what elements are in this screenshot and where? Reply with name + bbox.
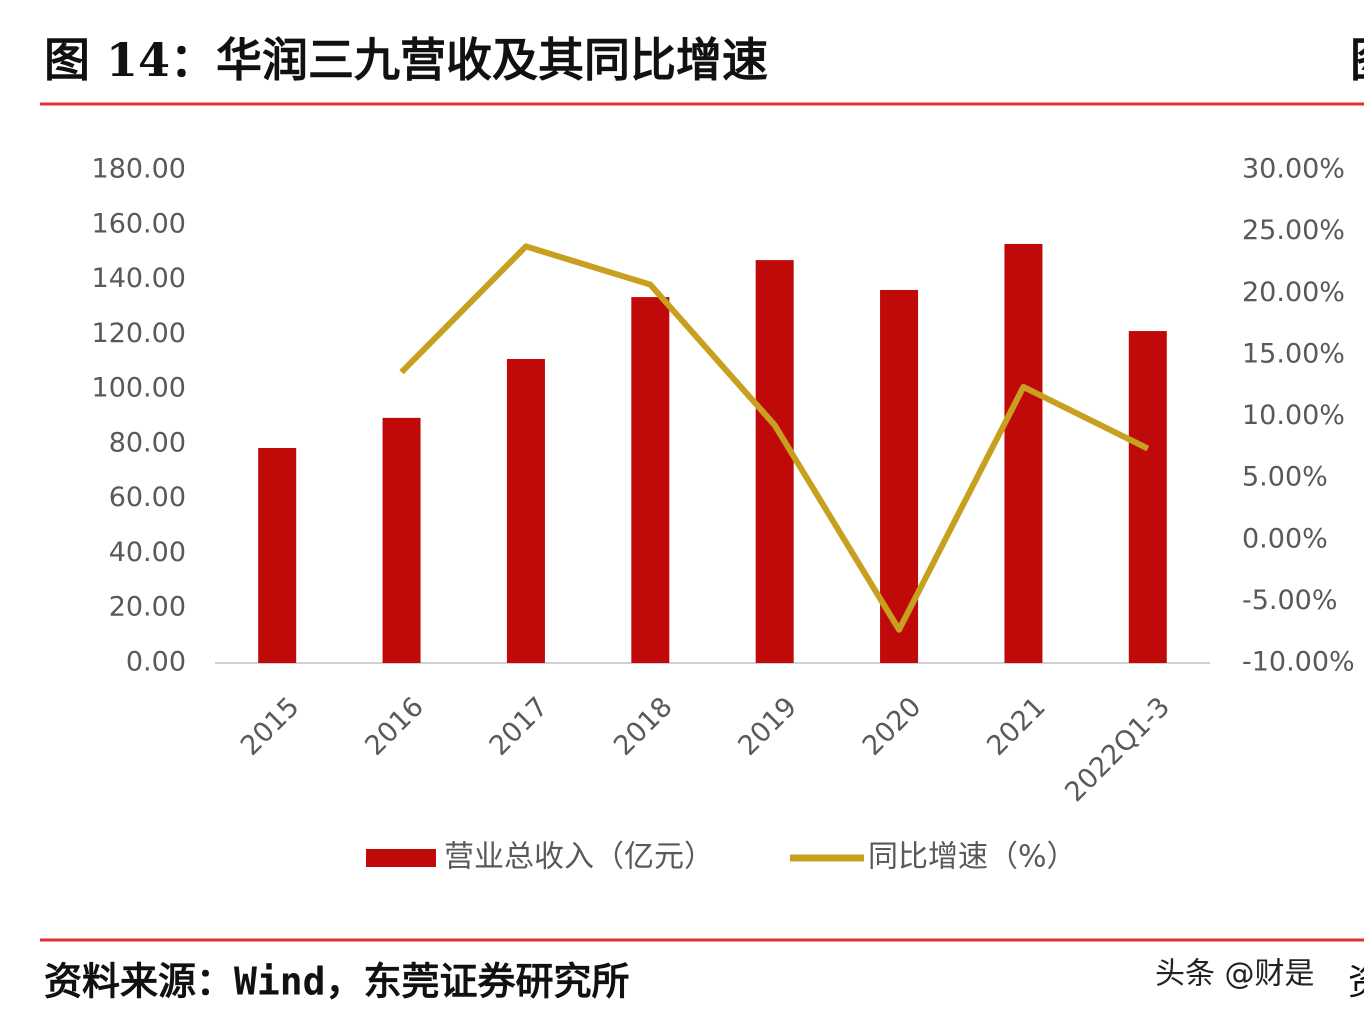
y2-tick-label: -5.00% bbox=[1242, 585, 1338, 616]
y2-tick-label: 15.00% bbox=[1242, 338, 1345, 369]
y-tick-label: 60.00 bbox=[109, 482, 186, 513]
y-tick-label: 80.00 bbox=[109, 427, 186, 458]
bar bbox=[506, 358, 545, 663]
y-tick-label: 0.00 bbox=[126, 647, 186, 678]
y2-tick-label: 20.00% bbox=[1242, 277, 1345, 308]
y2-tick-label: -10.00% bbox=[1242, 647, 1355, 678]
y2-tick-label: 30.00% bbox=[1242, 154, 1345, 185]
y-tick-label: 160.00 bbox=[92, 208, 186, 239]
watermark: 头条 @财是 bbox=[1155, 957, 1315, 992]
y2-tick-label: 5.00% bbox=[1242, 462, 1328, 493]
line bbox=[399, 243, 1150, 633]
bar bbox=[1004, 243, 1043, 663]
y-tick-label: 140.00 bbox=[92, 263, 186, 294]
bar bbox=[258, 447, 297, 663]
y-tick-label: 180.00 bbox=[92, 154, 186, 185]
source: 资料来源：Wind，东莞证券研究所 bbox=[44, 960, 630, 1004]
y-tick-label: 20.00 bbox=[109, 592, 186, 623]
cut-off-text: 资 bbox=[1348, 962, 1364, 1003]
y2-tick-label: 10.00% bbox=[1242, 400, 1345, 431]
y-tick-label: 100.00 bbox=[92, 373, 186, 404]
bar bbox=[755, 260, 794, 663]
y-tick-label: 120.00 bbox=[92, 318, 186, 349]
legend-label: 营业总收入（亿元） bbox=[444, 840, 714, 875]
y2-tick-label: 25.00% bbox=[1242, 215, 1345, 246]
chart-title: 图 14：华润三九营收及其同比增速 bbox=[44, 33, 768, 87]
legend-label: 同比增速（%） bbox=[868, 840, 1077, 875]
cut-off-text: 图 bbox=[1350, 33, 1364, 87]
bar bbox=[1128, 331, 1167, 663]
bar bbox=[382, 417, 421, 663]
y2-tick-label: 0.00% bbox=[1242, 523, 1328, 554]
bar bbox=[631, 297, 670, 663]
legend-swatch bbox=[366, 849, 436, 867]
y-tick-label: 40.00 bbox=[109, 537, 186, 568]
